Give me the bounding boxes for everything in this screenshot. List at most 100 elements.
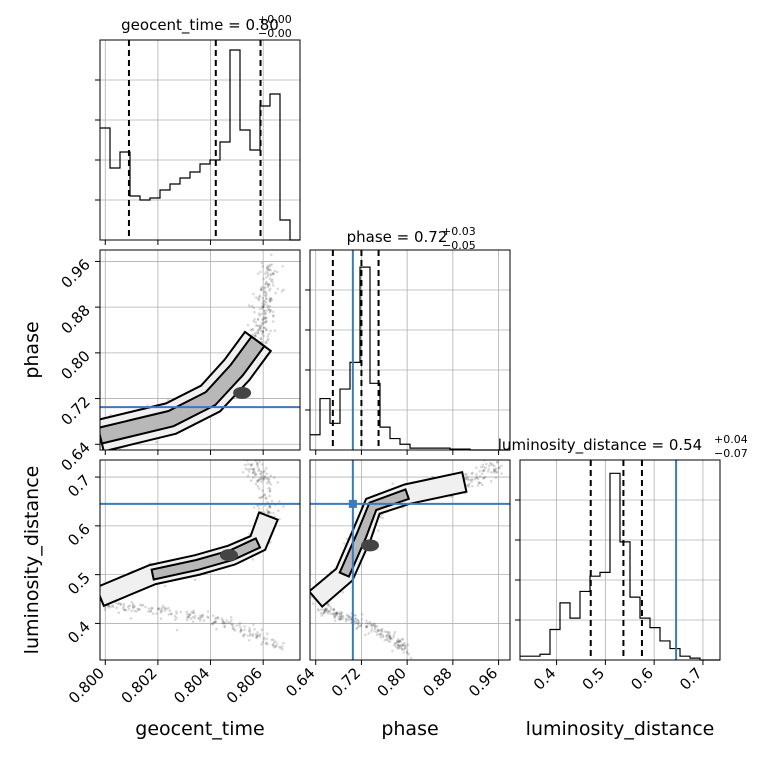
sample-point (263, 309, 267, 313)
sample-point (175, 612, 178, 615)
sample-point (388, 634, 391, 638)
sample-point (132, 606, 135, 610)
sample-point (404, 644, 407, 648)
sample-point (260, 643, 263, 646)
panel-contents (100, 460, 300, 651)
sample-point (470, 480, 473, 484)
sample-point (271, 272, 274, 275)
sample-point (267, 332, 271, 336)
sample-point (248, 632, 252, 635)
sample-point (257, 487, 261, 490)
sample-point (500, 472, 503, 475)
sample-point (368, 620, 372, 624)
sample-point (355, 627, 358, 630)
sample-point (399, 640, 402, 644)
title-phase: phase = 0.72 (347, 228, 448, 246)
sample-point (239, 629, 243, 633)
sample-point (251, 471, 255, 475)
sample-point (341, 614, 344, 618)
density-peak (233, 386, 252, 399)
sample-point (265, 266, 269, 270)
sample-point (251, 471, 255, 475)
sample-point (374, 627, 377, 631)
sample-point (247, 629, 251, 633)
sample-point (387, 633, 390, 636)
sample-point (343, 542, 346, 545)
sample-point (174, 618, 177, 622)
sample-point (258, 635, 262, 638)
sample-point (160, 606, 164, 610)
sample-point (403, 646, 407, 649)
sample-point (367, 622, 370, 625)
sample-point (250, 468, 254, 471)
sample-point (263, 469, 267, 472)
sample-point (263, 294, 267, 297)
sample-point (254, 321, 258, 324)
sample-point (272, 643, 275, 647)
sample-point (268, 284, 271, 287)
sample-point (397, 641, 400, 644)
sample-point (268, 297, 272, 301)
panel-frame (309, 459, 511, 661)
sample-point (262, 305, 265, 309)
x-tick-label-phase: 0.88 (419, 664, 455, 700)
sample-point (193, 614, 197, 618)
sample-point (335, 612, 339, 616)
sample-point (339, 617, 342, 621)
sample-point (211, 621, 215, 625)
sample-point (380, 630, 383, 634)
sample-point (265, 280, 268, 284)
sample-point (258, 294, 262, 298)
sample-point (193, 578, 197, 582)
sample-point (122, 605, 125, 608)
sample-point (221, 620, 225, 623)
sample-point (477, 481, 481, 484)
sample-point (258, 496, 261, 500)
sample-point (268, 289, 271, 292)
sample-point (319, 611, 323, 615)
sample-point (325, 610, 329, 614)
x-tick-label-luminosity_distance: 0.6 (627, 664, 657, 694)
sample-point (345, 618, 349, 621)
sample-point (396, 646, 400, 650)
sample-point (276, 287, 280, 291)
sample-point (264, 341, 267, 344)
sample-point (476, 477, 480, 481)
sample-point (117, 611, 120, 614)
sample-point (107, 606, 111, 609)
sample-point (249, 328, 252, 332)
sample-point (202, 619, 206, 622)
sample-point (270, 273, 273, 277)
sample-point (328, 609, 331, 613)
sample-point (259, 337, 263, 341)
sample-point (254, 296, 258, 299)
sample-point (323, 609, 327, 613)
sample-point (266, 308, 269, 312)
sample-point (270, 638, 274, 641)
sample-point (144, 605, 147, 609)
sample-point (396, 643, 400, 647)
sample-point (381, 628, 384, 631)
sample-point (280, 289, 284, 293)
sample-point (156, 607, 160, 610)
sample-point (471, 484, 474, 488)
sample-point (238, 621, 242, 625)
sample-point (115, 606, 118, 609)
sample-point (265, 270, 269, 274)
sample-point (406, 650, 409, 653)
sample-point (151, 612, 155, 615)
sample-point (231, 623, 234, 626)
sample-point (251, 558, 255, 561)
sample-point (327, 612, 330, 615)
sample-point (493, 464, 496, 468)
sample-point (261, 330, 265, 334)
sample-point (133, 605, 137, 608)
sample-point (261, 307, 264, 310)
sample-point (266, 476, 269, 480)
sample-point (248, 634, 252, 637)
sample-point (400, 648, 404, 651)
sample-point (265, 265, 269, 269)
sample-point (185, 610, 189, 614)
sample-point (349, 615, 353, 619)
title-phase-name: phase (347, 228, 392, 246)
